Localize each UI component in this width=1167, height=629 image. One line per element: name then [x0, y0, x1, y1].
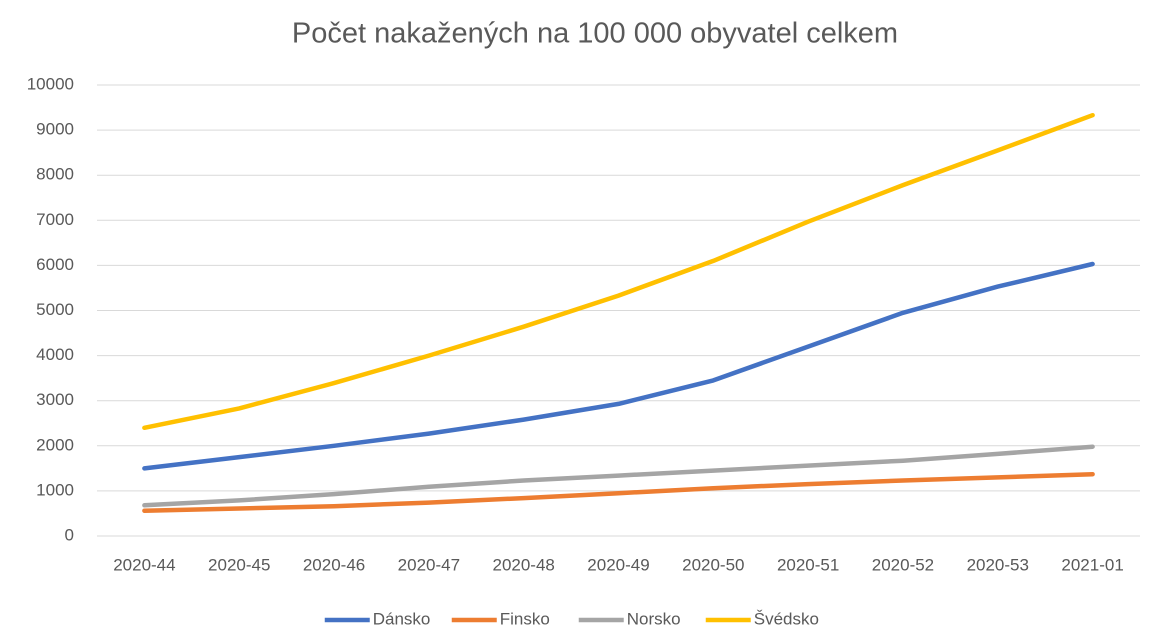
x-tick-label: 2020-50	[682, 555, 744, 574]
chart-title: Počet nakažených na 100 000 obyvatel cel…	[292, 18, 898, 50]
y-tick-label: 1000	[36, 480, 74, 499]
x-tick-label: 2020-48	[492, 555, 554, 574]
y-tick-label: 4000	[36, 345, 74, 364]
series-line	[142, 444, 1095, 508]
y-tick-label: 6000	[36, 255, 74, 274]
series-line	[142, 112, 1095, 431]
x-tick-label: 2020-52	[872, 555, 934, 574]
y-tick-label: 7000	[36, 210, 74, 229]
x-tick-label: 2020-47	[398, 555, 460, 574]
y-tick-label: 8000	[36, 165, 74, 184]
y-tick-label: 0	[65, 525, 74, 544]
y-tick-label: 9000	[36, 120, 74, 139]
x-tick-label: 2020-49	[587, 555, 649, 574]
x-tick-label: 2020-51	[777, 555, 839, 574]
legend-label: Švédsko	[754, 609, 819, 628]
y-tick-label: 3000	[36, 390, 74, 409]
x-tick-label: 2021-01	[1061, 555, 1123, 574]
legend-label: Norsko	[627, 609, 681, 628]
legend-label: Finsko	[500, 609, 550, 628]
series-line	[142, 261, 1095, 471]
x-tick-label: 2020-45	[208, 555, 270, 574]
x-tick-label: 2020-46	[303, 555, 365, 574]
x-tick-label: 2020-44	[113, 555, 175, 574]
series-line	[142, 471, 1095, 513]
x-tick-label: 2020-53	[967, 555, 1029, 574]
legend-label: Dánsko	[373, 609, 431, 628]
y-tick-label: 2000	[36, 435, 74, 454]
y-tick-label: 5000	[36, 300, 74, 319]
y-tick-label: 10000	[27, 74, 74, 93]
